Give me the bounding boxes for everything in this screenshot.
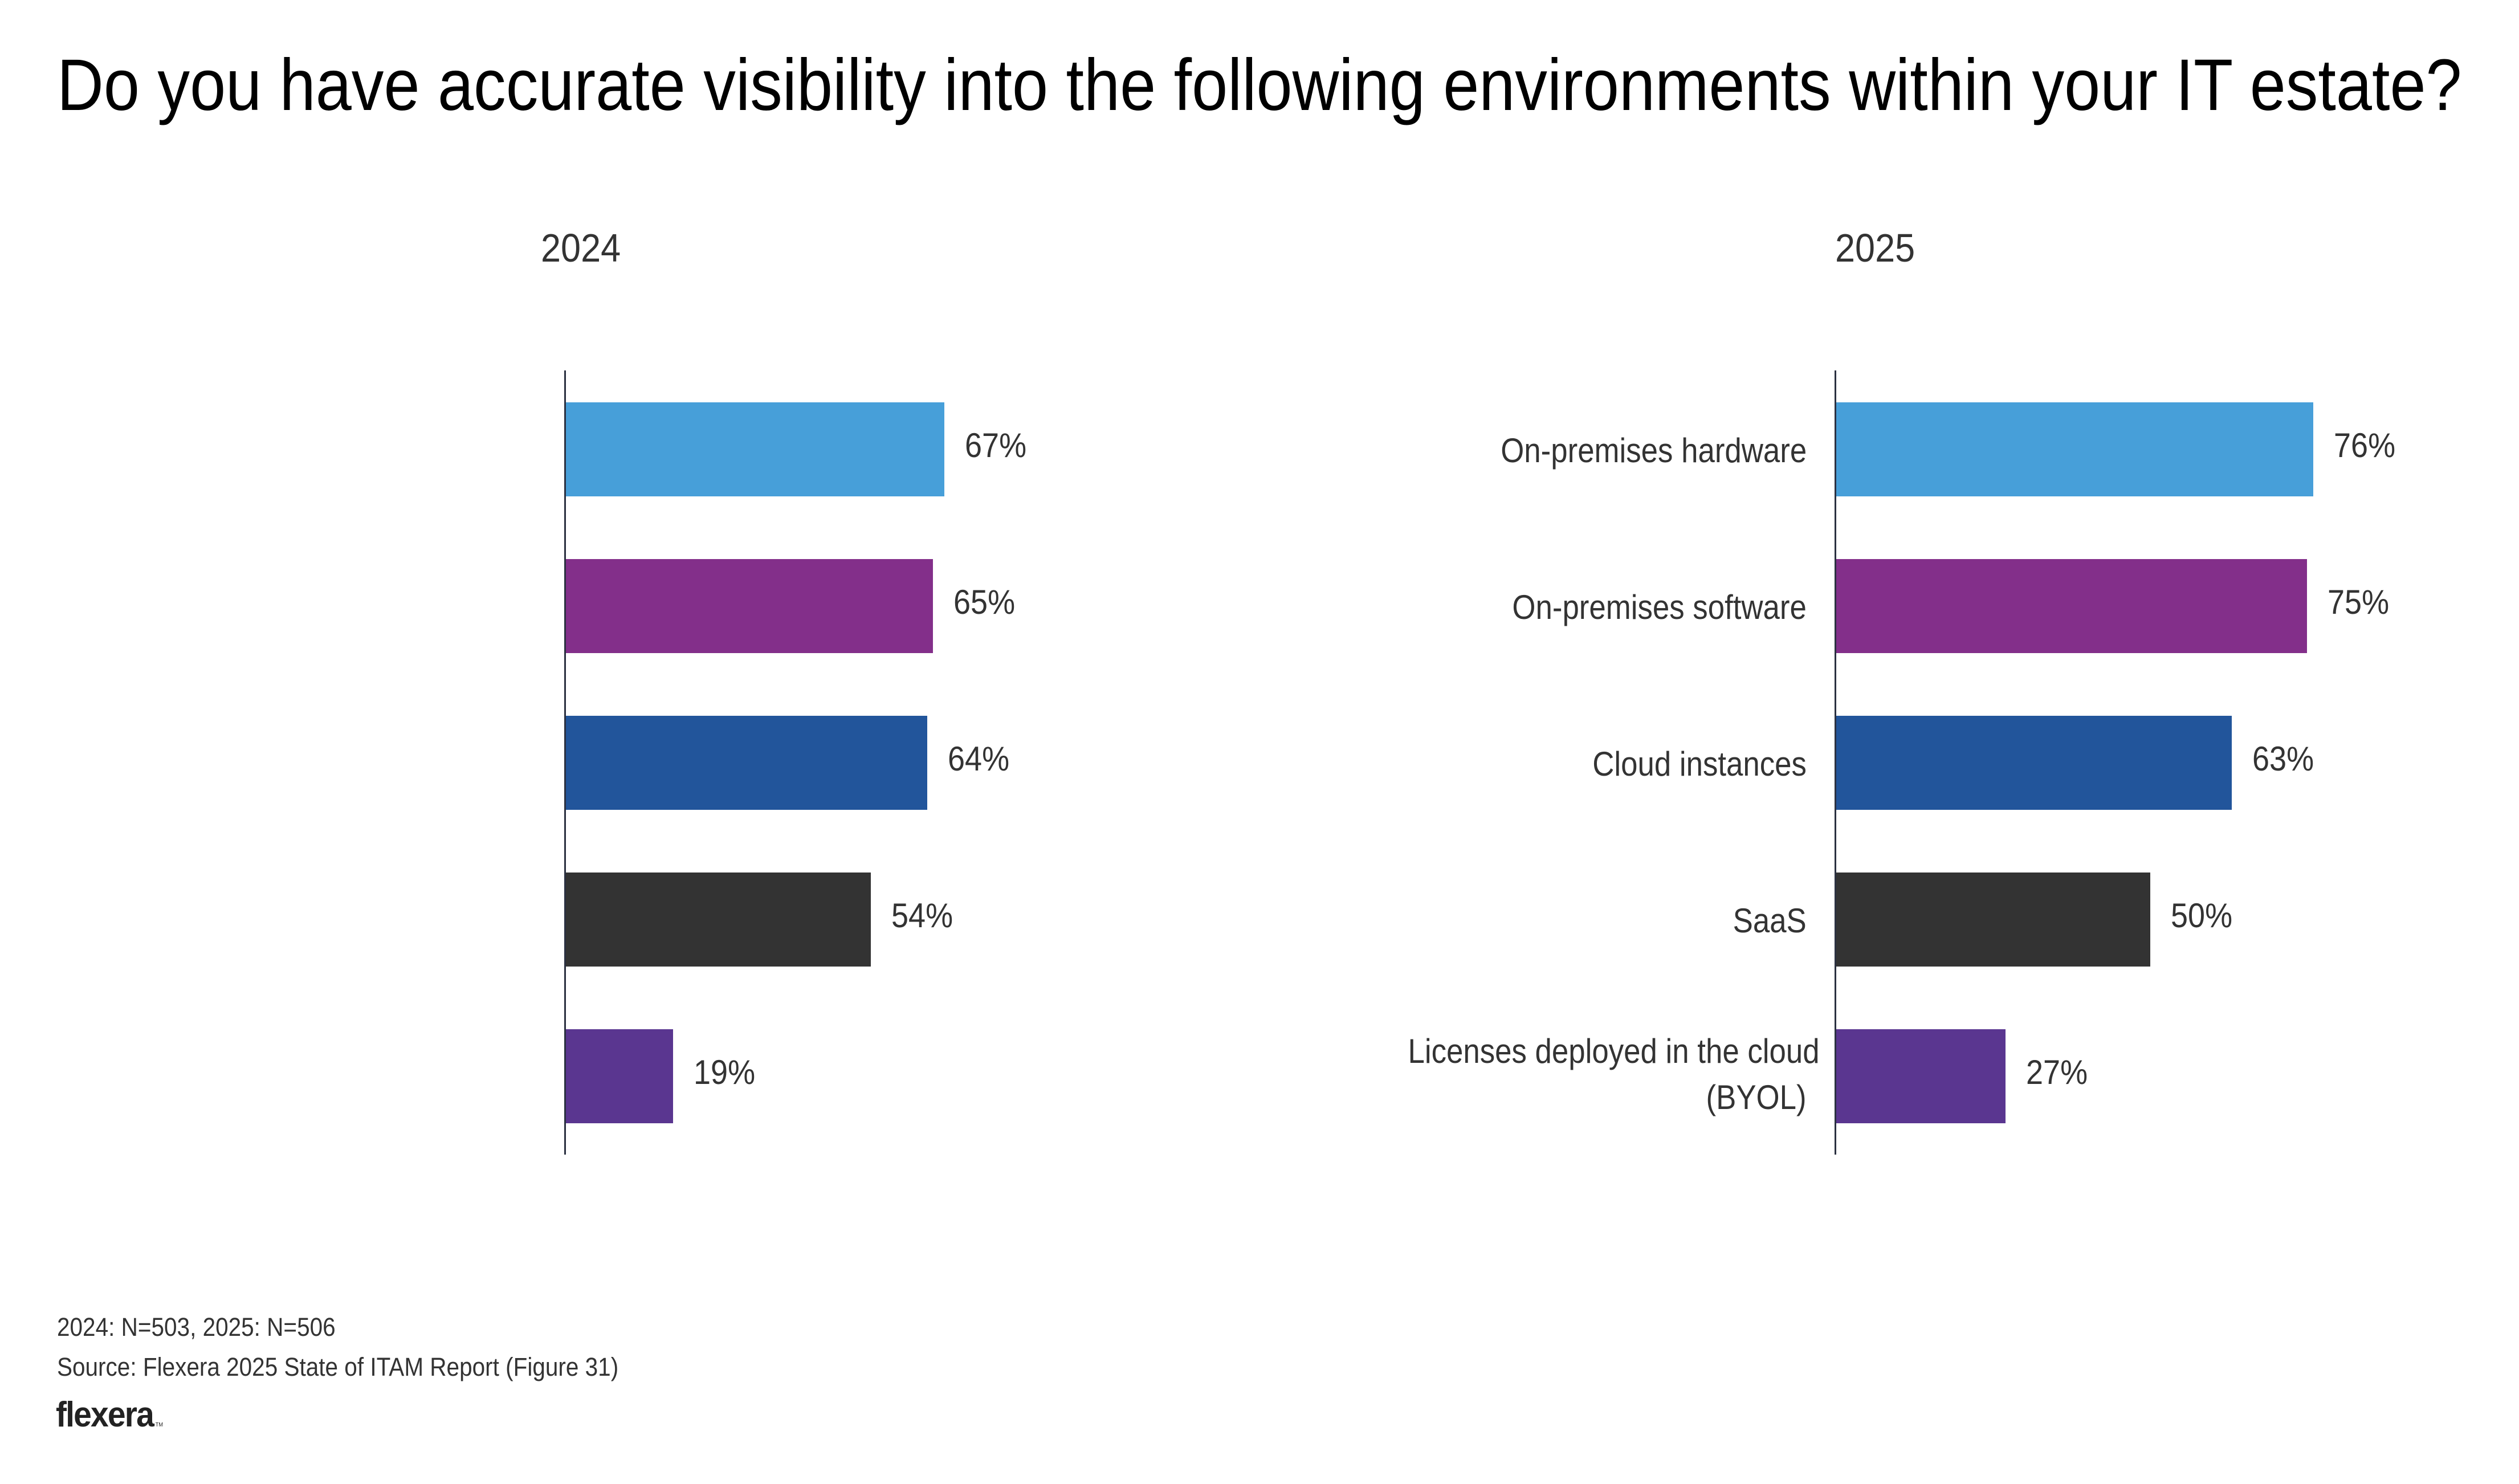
bar: [566, 873, 871, 967]
category-label: Cloud instances: [1563, 741, 1807, 787]
value-label: 19%: [694, 1053, 756, 1091]
category-label: On-premises hardware: [1459, 427, 1807, 474]
bar: [566, 716, 928, 810]
value-label: 54%: [891, 896, 953, 935]
category-label: On-premises software: [1472, 584, 1807, 630]
bar: [566, 559, 934, 653]
value-label: 65%: [953, 582, 1016, 621]
bar: [566, 1029, 674, 1123]
source-note: Source: Flexera 2025 State of ITAM Repor…: [57, 1352, 619, 1381]
flexera-logo: flexera TM: [56, 1397, 163, 1433]
category-label-line: Cloud instances: [1592, 745, 1807, 783]
category-label: Licenses deployed in the cloud (BYOL): [1352, 1028, 1820, 1120]
panel-title-2025: 2025: [1835, 226, 1915, 270]
value-label: 50%: [2170, 896, 2232, 935]
chart-panel-2024: 2024 67%On-premises software65%On-premis…: [541, 226, 1027, 1155]
value-label: 76%: [2333, 426, 2395, 464]
bar: [1836, 873, 2150, 967]
category-label-line: Licenses deployed in the cloud: [1408, 1032, 1820, 1070]
logo-trademark: TM: [155, 1422, 164, 1428]
category-label: SaaS: [1723, 898, 1807, 944]
category-label-line: (BYOL): [1706, 1078, 1807, 1116]
logo-text: flexera: [56, 1395, 154, 1434]
category-label-line: On-premises software: [1512, 588, 1807, 626]
value-label: 67%: [964, 426, 1027, 464]
value-label: 64%: [948, 739, 1010, 778]
chart-title: Do you have accurate visibility into the…: [57, 44, 2462, 126]
y-axis-line-2025: [1835, 370, 1836, 1155]
y-axis-line-2024: [564, 370, 566, 1155]
category-label-line: SaaS: [1733, 902, 1807, 940]
sample-size-note: 2024: N=503, 2025: N=506: [57, 1312, 336, 1342]
panel-title-2024: 2024: [541, 226, 621, 270]
bar: [566, 402, 944, 496]
value-label: 63%: [2252, 739, 2314, 778]
value-label: 27%: [2026, 1053, 2088, 1091]
value-label: 75%: [2327, 582, 2389, 621]
bar: [1836, 559, 2307, 653]
bar: [1836, 1029, 2006, 1123]
bar: [1836, 716, 2232, 810]
bar: [1836, 402, 2313, 496]
category-label-line: On-premises hardware: [1500, 431, 1807, 470]
